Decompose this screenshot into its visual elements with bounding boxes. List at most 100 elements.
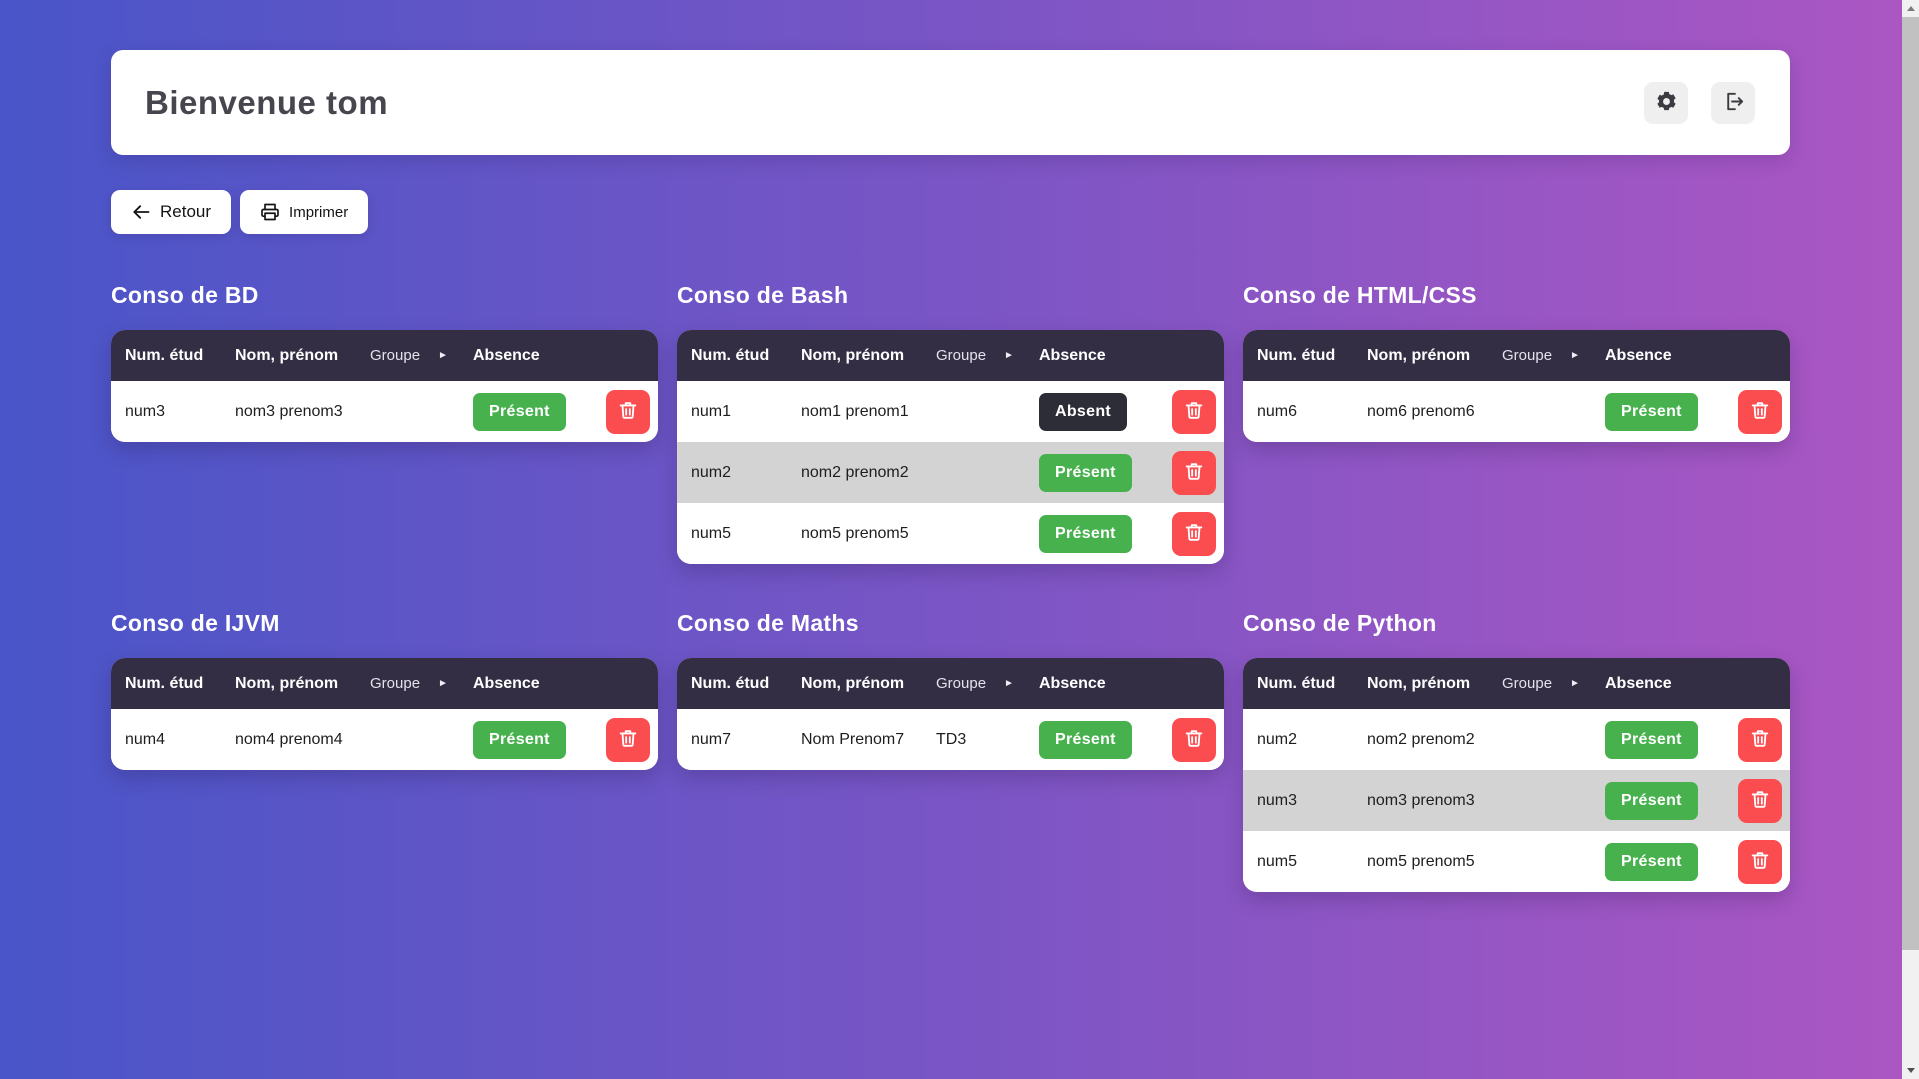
main-container: Bienvenue tom (111, 50, 1790, 892)
settings-button[interactable] (1644, 81, 1688, 124)
column-header-absence: Absence (473, 346, 540, 364)
scrollbar-thumb[interactable] (1902, 17, 1919, 950)
column-header-absence: Absence (1605, 674, 1672, 692)
table-body: num4 nom4 prenom4 Présent (111, 709, 658, 770)
table-body: num7 Nom Prenom7 TD3 Présent (677, 709, 1224, 770)
scrollbar-track[interactable] (1902, 0, 1919, 1079)
absence-cell: Présent (1605, 717, 1782, 762)
attendance-table: Num. étud Nom, prénom Groupe ► Absence n… (111, 658, 658, 770)
student-name: nom6 prenom6 (1367, 402, 1475, 420)
attendance-table: Num. étud Nom, prénom Groupe ► Absence n… (1243, 658, 1790, 892)
student-name: Nom Prenom7 (801, 730, 905, 748)
logout-button[interactable] (1711, 81, 1755, 124)
student-name: nom2 prenom2 (801, 463, 909, 481)
delete-row-button[interactable] (1738, 717, 1782, 762)
attendance-table: Num. étud Nom, prénom Groupe ► Absence n… (677, 330, 1224, 564)
sort-arrow-icon[interactable]: ► (1004, 350, 1014, 361)
student-name: nom5 prenom5 (1367, 852, 1475, 870)
table-row: num3 nom3 prenom3 Présent (1243, 770, 1790, 831)
trash-icon (1749, 849, 1771, 874)
absence-cell: Présent (1039, 511, 1216, 556)
student-name: nom5 prenom5 (801, 524, 909, 542)
column-header-group: Groupe (370, 347, 421, 364)
attendance-toggle-button[interactable]: Présent (1039, 720, 1132, 759)
attendance-toggle-button[interactable]: Présent (1605, 392, 1698, 431)
table-row: num4 nom4 prenom4 Présent (111, 709, 658, 770)
table-title: Conso de BD (111, 282, 259, 308)
student-number: num5 (1257, 852, 1298, 870)
attendance-toggle-button[interactable]: Présent (1039, 514, 1132, 553)
attendance-table: Num. étud Nom, prénom Groupe ► Absence n… (677, 658, 1224, 770)
print-button-label: Imprimer (289, 203, 349, 221)
absence-cell: Présent (1039, 717, 1216, 762)
column-header-num: Num. étud (1257, 346, 1336, 364)
delete-row-button[interactable] (1738, 778, 1782, 823)
attendance-toggle-button[interactable]: Présent (1039, 453, 1132, 492)
print-button[interactable]: Imprimer (240, 190, 369, 234)
welcome-card: Bienvenue tom (111, 50, 1790, 155)
table-title: Conso de IJVM (111, 610, 280, 636)
sort-arrow-icon[interactable]: ► (1004, 678, 1014, 689)
delete-row-button[interactable] (1172, 389, 1216, 434)
table-row: num3 nom3 prenom3 Présent (111, 381, 658, 442)
attendance-toggle-button[interactable]: Présent (473, 392, 566, 431)
scrollbar-up-arrow[interactable] (1902, 0, 1919, 17)
trash-icon (1183, 727, 1205, 752)
table-body: num1 nom1 prenom1 Absent num2 nom2 preno… (677, 381, 1224, 564)
column-header-name: Nom, prénom (801, 674, 905, 692)
trash-icon (1749, 399, 1771, 424)
back-button[interactable]: Retour (111, 190, 232, 234)
column-header-name: Nom, prénom (235, 346, 339, 364)
gear-icon (1655, 90, 1678, 116)
table-header-row: Num. étud Nom, prénom Groupe ► Absence (677, 658, 1224, 709)
attendance-toggle-button[interactable]: Absent (1039, 392, 1128, 431)
delete-row-button[interactable] (606, 717, 650, 762)
column-header-name: Nom, prénom (801, 346, 905, 364)
student-number: num1 (691, 402, 732, 420)
column-header-name: Nom, prénom (235, 674, 339, 692)
column-header-group: Groupe (1502, 675, 1553, 692)
column-header-num: Num. étud (691, 674, 770, 692)
attendance-toggle-button[interactable]: Présent (473, 720, 566, 759)
page-title: Bienvenue tom (145, 83, 389, 121)
toolbar: Retour Imprimer (111, 190, 1790, 234)
column-header-group: Groupe (370, 675, 421, 692)
delete-row-button[interactable] (1172, 450, 1216, 495)
delete-row-button[interactable] (1172, 511, 1216, 556)
delete-row-button[interactable] (606, 389, 650, 434)
student-number: num2 (1257, 730, 1298, 748)
delete-row-button[interactable] (1738, 839, 1782, 884)
absence-cell: Absent (1039, 389, 1216, 434)
table-row: num2 nom2 prenom2 Présent (677, 442, 1224, 503)
scrollbar-down-arrow[interactable] (1902, 1062, 1919, 1079)
attendance-toggle-button[interactable]: Présent (1605, 720, 1698, 759)
course-table-section: Conso de HTML/CSS Num. étud Nom, prénom … (1243, 282, 1790, 442)
table-row: num5 nom5 prenom5 Présent (677, 503, 1224, 564)
table-header-row: Num. étud Nom, prénom Groupe ► Absence (111, 330, 658, 381)
column-header-name: Nom, prénom (1367, 346, 1471, 364)
sort-arrow-icon[interactable]: ► (438, 350, 448, 361)
table-header-row: Num. étud Nom, prénom Groupe ► Absence (1243, 330, 1790, 381)
trash-icon (1183, 521, 1205, 546)
table-title: Conso de HTML/CSS (1243, 282, 1477, 308)
delete-row-button[interactable] (1172, 717, 1216, 762)
logout-icon (1722, 90, 1745, 116)
sort-arrow-icon[interactable]: ► (1570, 350, 1580, 361)
sort-arrow-icon[interactable]: ► (438, 678, 448, 689)
column-header-absence: Absence (1605, 346, 1672, 364)
sort-arrow-icon[interactable]: ► (1570, 678, 1580, 689)
attendance-toggle-button[interactable]: Présent (1605, 842, 1698, 881)
table-title: Conso de Python (1243, 610, 1437, 636)
student-number: num6 (1257, 402, 1298, 420)
table-body: num6 nom6 prenom6 Présent (1243, 381, 1790, 442)
attendance-toggle-button[interactable]: Présent (1605, 781, 1698, 820)
course-table-section: Conso de BD Num. étud Nom, prénom Groupe… (111, 282, 658, 442)
student-number: num3 (125, 402, 166, 420)
printer-icon (260, 202, 280, 222)
student-name: nom3 prenom3 (1367, 791, 1475, 809)
column-header-num: Num. étud (125, 346, 204, 364)
student-name: nom2 prenom2 (1367, 730, 1475, 748)
column-header-group: Groupe (936, 347, 987, 364)
trash-icon (1749, 727, 1771, 752)
delete-row-button[interactable] (1738, 389, 1782, 434)
